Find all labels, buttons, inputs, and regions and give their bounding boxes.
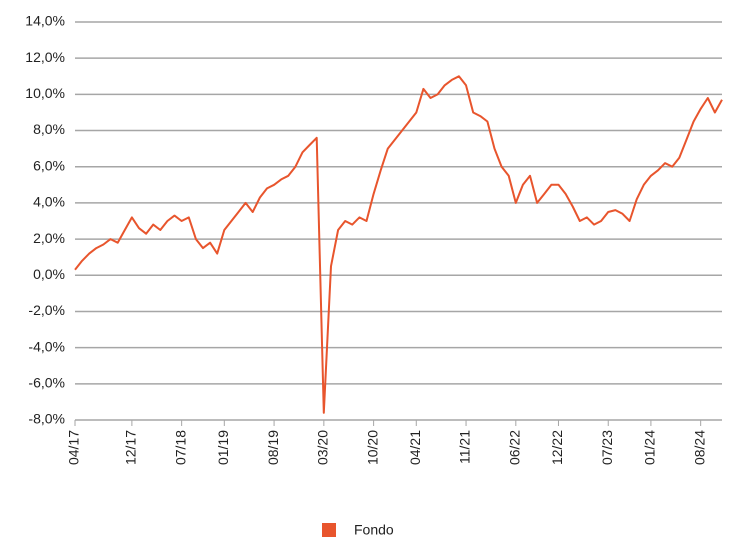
y-tick-label: 2,0% (33, 230, 65, 246)
x-tick-label: 04/17 (66, 430, 82, 465)
x-tick-label: 12/17 (123, 430, 139, 465)
legend-label: Fondo (354, 522, 394, 538)
y-tick-label: -4,0% (28, 338, 65, 354)
x-tick-label: 01/24 (642, 430, 658, 465)
x-tick-label: 12/22 (549, 430, 565, 465)
y-tick-label: 4,0% (33, 194, 65, 210)
x-tick-label: 10/20 (364, 430, 380, 465)
y-tick-label: 8,0% (33, 121, 65, 137)
y-tick-label: 0,0% (33, 266, 65, 282)
data-line (74, 75, 723, 414)
x-tick-label: 07/23 (599, 430, 615, 465)
y-tick-label: 14,0% (25, 13, 65, 29)
y-tick-label: -6,0% (28, 375, 65, 391)
y-tick-label: -2,0% (28, 302, 65, 318)
x-tick-label: 08/24 (691, 430, 707, 465)
x-tick-label: 08/19 (265, 430, 281, 465)
y-tick-label: 10,0% (25, 85, 65, 101)
x-tick-label: 01/19 (215, 430, 231, 465)
y-tick-label: 6,0% (33, 157, 65, 173)
x-tick-label: 03/20 (315, 430, 331, 465)
y-tick-label: 12,0% (25, 49, 65, 65)
x-tick-label: 06/22 (507, 430, 523, 465)
x-tick-label: 04/21 (407, 430, 423, 465)
y-tick-label: -8,0% (28, 411, 65, 427)
x-tick-label: 11/21 (457, 430, 473, 464)
legend-swatch (322, 523, 336, 537)
x-tick-label: 07/18 (172, 430, 188, 465)
